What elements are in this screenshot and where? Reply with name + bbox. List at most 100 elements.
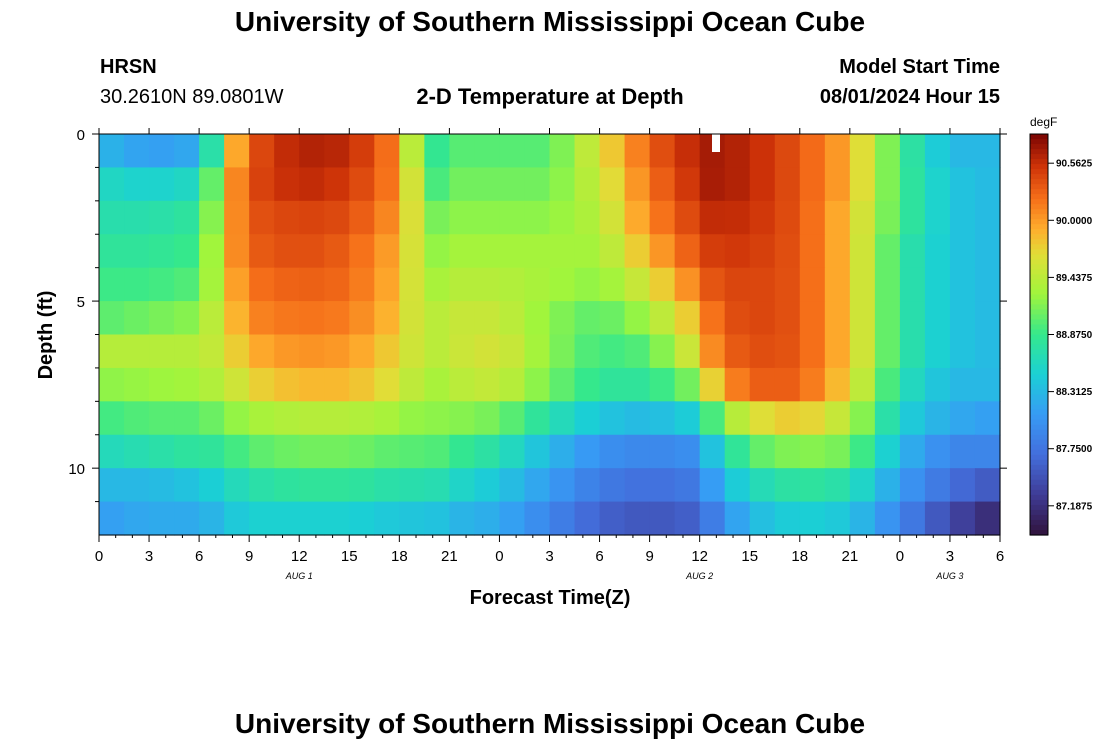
heatmap-cell	[224, 334, 250, 369]
heatmap-cell	[124, 434, 150, 469]
colorbar-segment	[1030, 264, 1048, 270]
heatmap-cell	[699, 334, 726, 369]
heatmap-cell	[399, 401, 425, 436]
heatmap-cell	[674, 434, 701, 469]
heatmap-cell	[99, 334, 125, 369]
heatmap-cell	[499, 434, 526, 469]
heatmap-cell	[124, 234, 150, 269]
heatmap-cell	[874, 134, 901, 169]
heatmap-cell	[249, 301, 275, 336]
colorbar-segment	[1030, 314, 1048, 321]
plot-title: 2-D Temperature at Depth	[416, 84, 684, 109]
heatmap-cell	[199, 367, 225, 402]
heatmap-cell	[349, 401, 375, 436]
heatmap-cell	[824, 267, 851, 302]
heatmap-cell	[374, 401, 400, 436]
x-tick-label: 6	[195, 548, 203, 565]
heatmap-cell	[949, 367, 976, 402]
colorbar-segment	[1030, 139, 1048, 145]
heatmap-cell	[124, 167, 150, 202]
heatmap-cell	[899, 134, 926, 169]
colorbar-segment	[1030, 464, 1048, 471]
heatmap-cell	[849, 401, 876, 436]
footer-title: University of Southern Mississippi Ocean…	[234, 708, 866, 739]
heatmap-cell	[449, 334, 476, 369]
x-tick-label: 18	[391, 548, 408, 565]
heatmap-cell	[599, 267, 626, 302]
heatmap-cell	[574, 200, 601, 235]
heatmap-cell	[474, 367, 501, 402]
heatmap-cell	[424, 367, 450, 402]
heatmap-cell	[474, 434, 501, 469]
x-tick-label: 21	[841, 548, 858, 565]
x-tick-label: 0	[95, 548, 103, 565]
heatmap-cell	[899, 267, 926, 302]
heatmap-cells	[99, 134, 1001, 536]
heatmap-cell	[149, 501, 175, 536]
colorbar-segment	[1030, 254, 1048, 260]
heatmap-cell	[399, 334, 425, 369]
heatmap-cell	[849, 234, 876, 269]
heatmap-cell	[824, 468, 851, 503]
heatmap-cell	[174, 501, 200, 536]
heatmap-cell	[324, 367, 350, 402]
colorbar-segment	[1030, 429, 1048, 436]
heatmap-cell	[524, 301, 551, 336]
heatmap-cell	[949, 267, 976, 302]
heatmap-cell	[449, 301, 476, 336]
heatmap-cell	[774, 468, 801, 503]
heatmap-cell	[299, 434, 325, 469]
heatmap-cell	[124, 301, 150, 336]
colorbar-segment	[1030, 404, 1048, 411]
heatmap-cell	[874, 200, 901, 235]
heatmap-cell	[974, 267, 1001, 302]
heatmap-cell	[549, 367, 576, 402]
heatmap-cell	[799, 234, 826, 269]
heatmap-cell	[874, 167, 901, 202]
colorbar-segment	[1030, 519, 1048, 526]
heatmap-cell	[174, 468, 200, 503]
heatmap-cell	[599, 367, 626, 402]
heatmap-cell	[974, 234, 1001, 269]
heatmap-cell	[699, 501, 726, 536]
heatmap-cell	[799, 468, 826, 503]
heatmap-cell	[299, 234, 325, 269]
heatmap-cell	[499, 234, 526, 269]
heatmap-cell	[424, 334, 450, 369]
colorbar-segment	[1030, 294, 1048, 301]
heatmap-cell	[224, 200, 250, 235]
heatmap-cell	[399, 434, 425, 469]
heatmap-cell	[249, 367, 275, 402]
heatmap-cell	[474, 468, 501, 503]
heatmap-cell	[574, 468, 601, 503]
heatmap-cell	[799, 134, 826, 169]
heatmap-cell	[99, 234, 125, 269]
colorbar-segment	[1030, 319, 1048, 326]
heatmap-cell	[399, 234, 425, 269]
heatmap-cell	[274, 434, 300, 469]
heatmap-cell	[374, 367, 400, 402]
heatmap-cell	[674, 301, 701, 336]
heatmap-cell	[249, 401, 275, 436]
heatmap-cell	[924, 200, 951, 235]
heatmap-cell	[549, 267, 576, 302]
colorbar-segment	[1030, 144, 1048, 150]
heatmap-cell	[224, 501, 250, 536]
colorbar-segment	[1030, 259, 1048, 265]
heatmap-cell	[499, 334, 526, 369]
heatmap-cell	[424, 267, 450, 302]
heatmap-cell	[699, 301, 726, 336]
heatmap-cell	[299, 501, 325, 536]
heatmap-cell	[674, 134, 701, 169]
heatmap-cell	[274, 267, 300, 302]
heatmap-cell	[199, 401, 225, 436]
heatmap-cell	[949, 134, 976, 169]
heatmap-cell	[149, 434, 175, 469]
heatmap-cell	[949, 234, 976, 269]
heatmap-cell	[224, 134, 250, 169]
model-start-label: Model Start Time	[839, 56, 1000, 78]
heatmap-cell	[699, 434, 726, 469]
heatmap-cell	[374, 134, 400, 169]
heatmap-cell	[324, 401, 350, 436]
colorbar-segment	[1030, 419, 1048, 426]
